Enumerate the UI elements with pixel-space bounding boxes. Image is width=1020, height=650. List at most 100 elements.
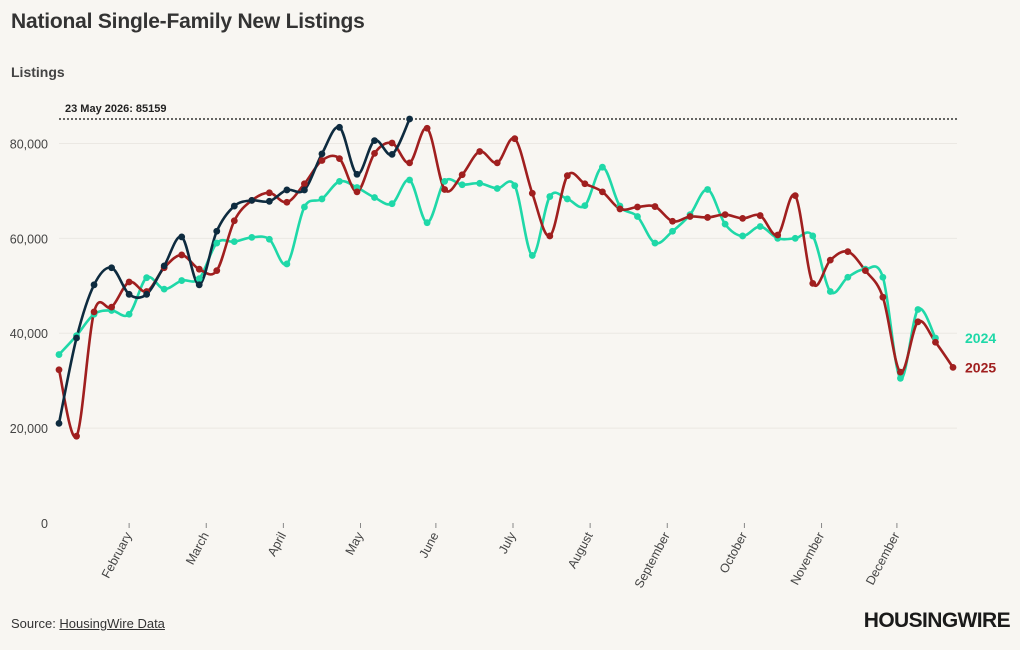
- x-tick-label: June: [416, 530, 441, 561]
- data-point-2025: [686, 213, 694, 220]
- series-lines: [57, 117, 955, 439]
- housingwire-logo: HOUSINGWIRE: [863, 609, 1011, 632]
- data-point-2026: [125, 290, 133, 298]
- data-point-2024: [599, 163, 606, 171]
- data-point-2026: [301, 186, 308, 194]
- data-point-2025: [336, 155, 343, 163]
- data-point-2024: [651, 239, 659, 247]
- data-point-2026: [195, 281, 203, 289]
- data-point-2026: [265, 197, 273, 205]
- data-point-2025: [669, 217, 676, 225]
- data-point-2026: [371, 137, 378, 144]
- x-tick-label: February: [99, 529, 135, 580]
- data-point-2025: [301, 180, 308, 188]
- data-point-2025: [511, 135, 519, 143]
- y-tick-label: 60,000: [10, 232, 48, 246]
- data-point-2024: [195, 275, 203, 283]
- data-point-2024: [213, 239, 221, 247]
- data-point-2026: [73, 334, 80, 342]
- source-link[interactable]: HousingWire Data: [59, 616, 165, 631]
- data-point-2024: [125, 310, 133, 318]
- data-point-2026: [388, 150, 396, 158]
- series-label-2024: 2024: [965, 330, 996, 346]
- data-point-2026: [230, 202, 238, 210]
- x-tick-label: March: [183, 530, 212, 567]
- x-tick-label: May: [343, 529, 367, 557]
- data-point-2025: [861, 267, 869, 274]
- data-point-2024: [160, 285, 168, 293]
- data-point-2025: [616, 205, 624, 213]
- data-point-2025: [563, 172, 571, 180]
- data-point-2024: [528, 252, 536, 259]
- data-point-2025: [423, 124, 431, 132]
- data-point-2025: [879, 293, 887, 301]
- data-point-2024: [809, 232, 817, 240]
- data-point-2026: [55, 419, 63, 427]
- data-point-2024: [721, 220, 729, 228]
- chart-svg: 0 20,000 40,000 60,000 80,000 February March A…: [10, 103, 997, 590]
- data-point-2024: [336, 178, 343, 185]
- y-tick-label: 0: [41, 517, 48, 531]
- data-point-2025: [55, 366, 63, 374]
- data-point-2025: [73, 432, 80, 440]
- data-point-2025: [826, 256, 834, 264]
- data-point-2024: [283, 260, 291, 268]
- chart-title: National Single-Family New Listings: [11, 10, 365, 33]
- gridlines: [59, 142, 957, 429]
- reference-label: 23 May 2026: 85159: [65, 103, 167, 115]
- x-axis: February March April May June July August Septe…: [99, 523, 903, 590]
- data-point-2025: [108, 303, 115, 311]
- data-point-2025: [458, 171, 466, 179]
- data-point-2024: [897, 374, 904, 382]
- data-point-2025: [897, 368, 904, 376]
- data-point-2025: [125, 278, 133, 286]
- series-label-2025: 2025: [965, 359, 996, 375]
- data-point-2024: [826, 288, 834, 295]
- data-point-2025: [476, 148, 484, 155]
- series-points: [55, 115, 957, 440]
- data-point-2024: [756, 223, 764, 230]
- data-point-2024: [406, 176, 413, 184]
- data-point-2024: [301, 203, 308, 211]
- data-point-2025: [599, 188, 606, 196]
- data-point-2025: [388, 139, 396, 147]
- data-point-2025: [634, 203, 641, 211]
- data-point-2024: [634, 213, 641, 220]
- data-point-2025: [493, 159, 501, 167]
- x-tick-label: April: [265, 530, 289, 559]
- x-tick-label: July: [496, 529, 519, 556]
- series-line-2024: [57, 165, 937, 380]
- data-point-2025: [178, 251, 186, 259]
- data-point-2025: [756, 212, 764, 219]
- series-line-2026: [57, 117, 411, 425]
- data-point-2024: [388, 200, 396, 208]
- data-point-2026: [143, 290, 151, 298]
- data-point-2026: [248, 196, 256, 204]
- source-note: Source: HousingWire Data: [11, 616, 165, 631]
- y-tick-label: 20,000: [10, 422, 48, 436]
- data-point-2025: [949, 363, 957, 371]
- data-point-2025: [283, 198, 291, 206]
- data-point-2025: [914, 318, 922, 326]
- data-point-2025: [721, 211, 729, 219]
- data-point-2025: [651, 203, 659, 210]
- x-tick-label: August: [565, 529, 596, 570]
- data-point-2024: [669, 227, 676, 235]
- data-point-2026: [406, 115, 413, 123]
- data-point-2024: [458, 181, 466, 189]
- data-point-2025: [230, 217, 238, 225]
- data-point-2026: [353, 170, 361, 178]
- data-point-2024: [371, 194, 378, 201]
- y-tick-label: 40,000: [10, 327, 48, 341]
- x-tick-label: December: [863, 530, 902, 587]
- data-point-2026: [178, 233, 186, 241]
- data-point-2024: [581, 202, 589, 209]
- data-point-2024: [423, 219, 431, 227]
- data-point-2026: [160, 262, 168, 270]
- data-point-2024: [230, 238, 238, 246]
- data-point-2024: [739, 232, 747, 240]
- data-point-2024: [178, 277, 186, 284]
- data-point-2024: [844, 273, 852, 281]
- data-point-2025: [90, 308, 98, 316]
- data-point-2025: [441, 186, 449, 193]
